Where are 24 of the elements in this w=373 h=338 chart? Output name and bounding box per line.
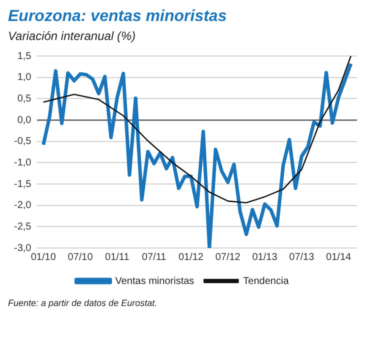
y-tick-label: -2,5	[14, 221, 32, 232]
y-tick-label: -1,5	[14, 178, 32, 190]
y-tick-label: 0,0	[17, 114, 32, 126]
legend-label: Tendencia	[243, 276, 290, 287]
legend-label: Ventas minoristas	[115, 276, 194, 287]
x-tick-label: 01/12	[178, 252, 204, 263]
chart-title: Eurozona: ventas minoristas	[8, 8, 228, 26]
x-tick-label: 01/14	[326, 252, 352, 263]
x-tick-label: 07/11	[142, 252, 167, 263]
y-tick-label: -1,0	[14, 157, 32, 168]
source-note: Fuente: a partir de datos de Eurostat.	[8, 298, 158, 308]
chart-subtitle: Variación interanual (%)	[8, 28, 137, 44]
x-tick-label: 07/10	[68, 252, 94, 263]
y-tick-label: 0,5	[17, 93, 32, 104]
x-tick-label: 01/10	[30, 252, 56, 263]
x-tick-label: 01/13	[252, 252, 278, 263]
y-tick-label: -2,0	[14, 200, 32, 212]
x-tick-label: 01/11	[105, 252, 130, 263]
y-tick-label: -3,0	[14, 242, 32, 254]
x-tick-label: 07/13	[289, 252, 315, 263]
x-tick-label: 07/12	[215, 252, 241, 263]
y-tick-label: 1,0	[17, 72, 32, 84]
y-tick-label: 1,5	[17, 50, 32, 62]
y-tick-label: -0,5	[14, 136, 32, 148]
